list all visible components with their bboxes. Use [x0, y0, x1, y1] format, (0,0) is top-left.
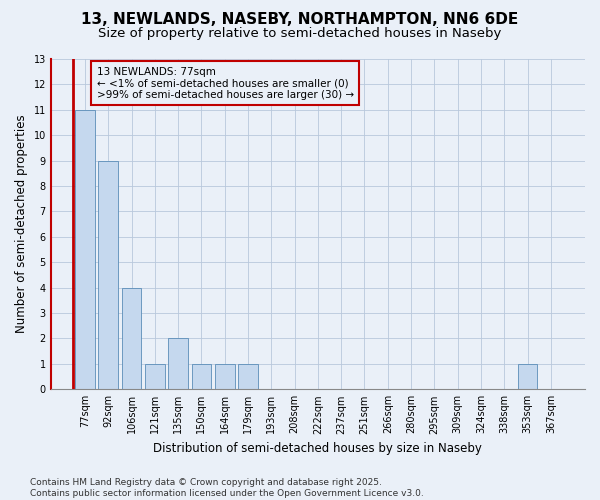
Bar — [238, 364, 258, 390]
Bar — [518, 364, 538, 390]
Bar — [168, 338, 188, 390]
Bar — [145, 364, 165, 390]
Bar — [122, 288, 142, 390]
Y-axis label: Number of semi-detached properties: Number of semi-detached properties — [15, 115, 28, 334]
Bar — [98, 160, 118, 390]
Text: 13, NEWLANDS, NASEBY, NORTHAMPTON, NN6 6DE: 13, NEWLANDS, NASEBY, NORTHAMPTON, NN6 6… — [82, 12, 518, 28]
Text: 13 NEWLANDS: 77sqm
← <1% of semi-detached houses are smaller (0)
>99% of semi-de: 13 NEWLANDS: 77sqm ← <1% of semi-detache… — [97, 66, 354, 100]
Bar — [191, 364, 211, 390]
Bar — [75, 110, 95, 390]
Text: Size of property relative to semi-detached houses in Naseby: Size of property relative to semi-detach… — [98, 28, 502, 40]
X-axis label: Distribution of semi-detached houses by size in Naseby: Distribution of semi-detached houses by … — [154, 442, 482, 455]
Text: Contains HM Land Registry data © Crown copyright and database right 2025.
Contai: Contains HM Land Registry data © Crown c… — [30, 478, 424, 498]
Bar — [215, 364, 235, 390]
